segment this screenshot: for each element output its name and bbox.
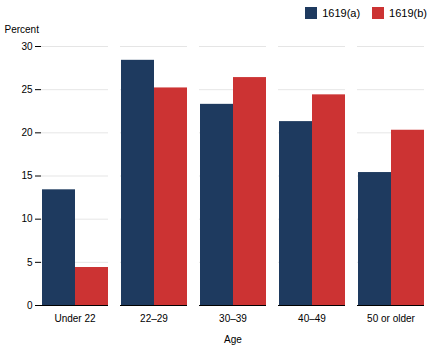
svg-text:Percent: Percent <box>5 24 40 35</box>
svg-text:5: 5 <box>27 257 33 268</box>
svg-text:30: 30 <box>21 41 33 52</box>
html-text:1619(a): 1619(a) <box>322 7 361 19</box>
svg-text:22–29: 22–29 <box>140 313 168 324</box>
svg-text:40–49: 40–49 <box>298 313 326 324</box>
svg-text:Under 22: Under 22 <box>54 313 96 324</box>
html-text:1619(b): 1619(b) <box>389 7 427 19</box>
svg-text:20: 20 <box>21 127 33 138</box>
svg-text:25: 25 <box>21 84 33 95</box>
svg-text:0: 0 <box>27 300 33 311</box>
svg-text:Age: Age <box>224 334 242 345</box>
svg-text:15: 15 <box>21 170 33 181</box>
svg-text:10: 10 <box>21 213 33 224</box>
svg-text:50 or older: 50 or older <box>367 313 415 324</box>
svg-text:30–39: 30–39 <box>219 313 247 324</box>
